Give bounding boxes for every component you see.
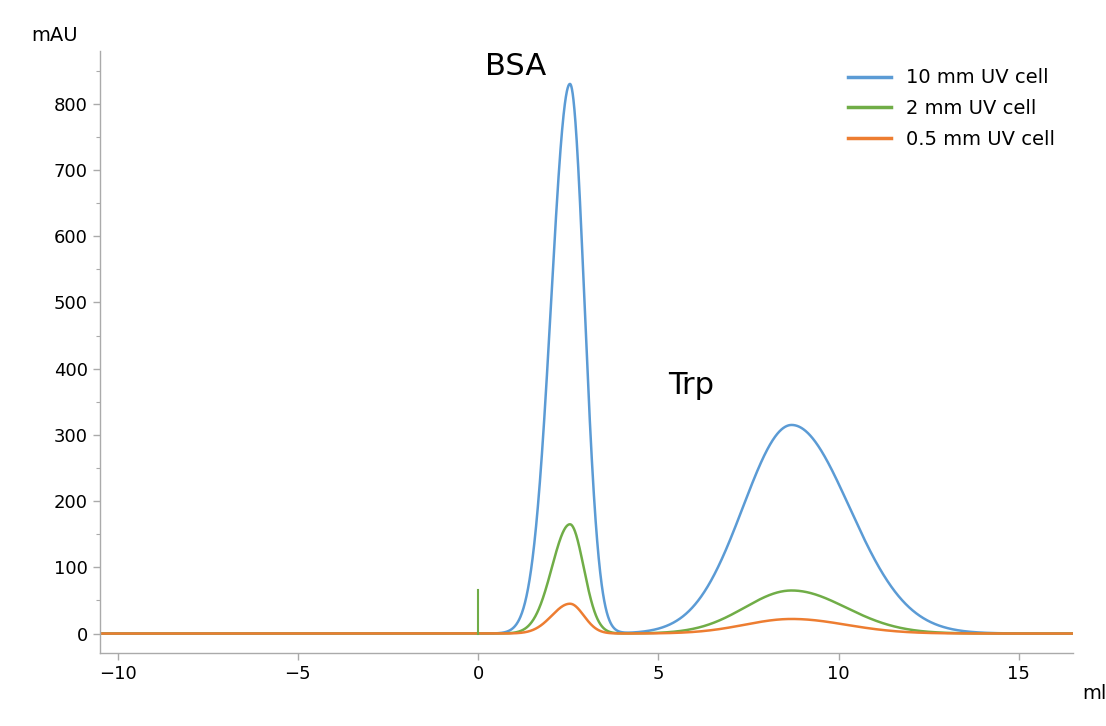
10 mm UV cell [808,437,822,446]
2 mm UV cell [507,629,520,637]
10 mm UV cell [1084,629,1097,638]
Text: BSA: BSA [486,52,546,81]
2 mm UV cell [75,629,88,638]
2 mm UV cell [499,629,512,637]
0.5 mm UV cell [554,603,567,611]
2 mm UV cell [1003,629,1016,638]
0.5 mm UV cell [1084,629,1097,638]
10 mm UV cell [1003,629,1016,637]
Text: Trp: Trp [668,372,713,401]
0.5 mm UV cell [499,629,512,638]
Line: 10 mm UV cell: 10 mm UV cell [82,84,1091,634]
2 mm UV cell [554,532,567,541]
0.5 mm UV cell [1053,629,1066,638]
Text: mAU: mAU [31,26,79,45]
10 mm UV cell [499,628,512,637]
0.5 mm UV cell [1003,629,1016,638]
Text: ml: ml [1083,684,1106,703]
10 mm UV cell [75,629,88,638]
10 mm UV cell [554,138,567,147]
Line: 0.5 mm UV cell: 0.5 mm UV cell [82,604,1091,634]
10 mm UV cell [507,623,520,632]
0.5 mm UV cell [507,629,520,637]
Legend: 10 mm UV cell, 2 mm UV cell, 0.5 mm UV cell: 10 mm UV cell, 2 mm UV cell, 0.5 mm UV c… [841,60,1063,156]
2 mm UV cell [1053,629,1066,638]
0.5 mm UV cell [75,629,88,638]
Line: 2 mm UV cell: 2 mm UV cell [82,524,1091,634]
2 mm UV cell [808,590,822,599]
0.5 mm UV cell [808,616,822,624]
10 mm UV cell [563,80,576,89]
0.5 mm UV cell [563,600,576,608]
2 mm UV cell [1084,629,1097,638]
2 mm UV cell [563,520,576,529]
10 mm UV cell [1053,629,1066,638]
